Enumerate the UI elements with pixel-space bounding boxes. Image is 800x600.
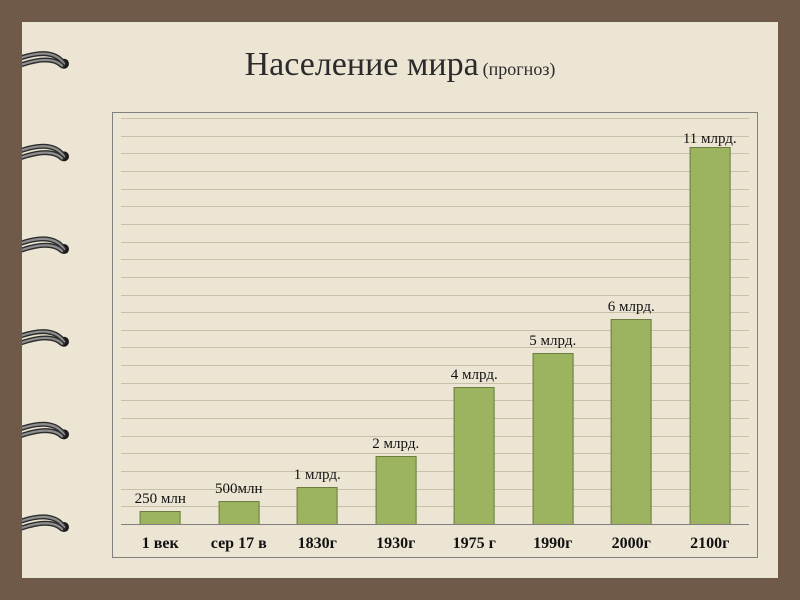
x-tick-label: 1 век — [142, 535, 179, 553]
bar-slot: 500млн — [200, 119, 279, 525]
bar-slot: 1 млрд. — [278, 119, 357, 525]
bar-slot: 11 млрд. — [671, 119, 750, 525]
bar — [218, 501, 259, 525]
bar-value-label: 5 млрд. — [529, 333, 576, 350]
bar-value-label: 11 млрд. — [683, 131, 737, 148]
plot-area: 250 млн 500млн 1 млрд. 2 млрд. 4 млрд. 5 млрд… — [121, 119, 749, 525]
bar-slot: 4 млрд. — [435, 119, 514, 525]
bar-slot: 250 млн — [121, 119, 200, 525]
title-main: Население мира — [245, 46, 479, 83]
x-tick-label: 1990г — [533, 535, 572, 553]
bar-slot: 6 млрд. — [592, 119, 671, 525]
bar-value-label: 6 млрд. — [608, 299, 655, 316]
bar-value-label: 1 млрд. — [294, 467, 341, 484]
bar-value-label: 2 млрд. — [372, 436, 419, 453]
x-axis: 1 век сер 17 в 1830г 1930г 1975 г 1990г 2000г 2… — [121, 525, 749, 557]
title-block: Население мира (прогноз) — [22, 46, 778, 84]
x-tick-label: сер 17 в — [211, 535, 267, 553]
title-sub: (прогноз) — [483, 59, 556, 79]
slide-frame: Население мира (прогноз) 250 млн 500млн 1 … — [0, 0, 800, 600]
bar — [454, 387, 495, 525]
x-tick-label: 2100г — [690, 535, 729, 553]
slide-canvas: Население мира (прогноз) 250 млн 500млн 1 … — [22, 22, 778, 578]
x-tick-label: 1930г — [376, 535, 415, 553]
x-tick-label: 1975 г — [453, 535, 496, 553]
bar-value-label: 4 млрд. — [451, 367, 498, 384]
x-tick-label: 1830г — [298, 535, 337, 553]
chart-frame: 250 млн 500млн 1 млрд. 2 млрд. 4 млрд. 5 млрд… — [112, 112, 758, 558]
spiral-binding — [22, 22, 76, 578]
x-tick-label: 2000г — [612, 535, 651, 553]
bar — [611, 319, 652, 525]
bar-slot: 5 млрд. — [514, 119, 593, 525]
spiral-svg — [22, 22, 76, 578]
bar — [375, 456, 416, 525]
bar — [532, 353, 573, 525]
bar-value-label: 250 млн — [135, 491, 186, 508]
bar — [297, 487, 338, 525]
bars-layer: 250 млн 500млн 1 млрд. 2 млрд. 4 млрд. 5 млрд… — [121, 119, 749, 525]
bar — [140, 511, 181, 525]
bar — [689, 147, 730, 525]
bar-value-label: 500млн — [215, 481, 263, 498]
bar-slot: 2 млрд. — [357, 119, 436, 525]
